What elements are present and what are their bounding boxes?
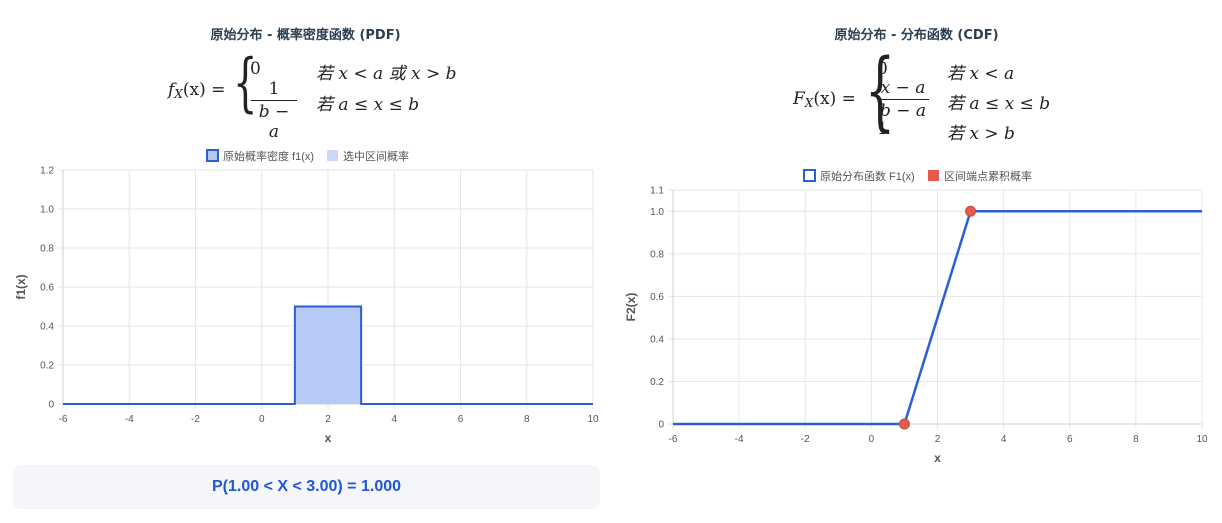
x-tick-label: 0 <box>869 434 875 445</box>
y-tick-label: 0.8 <box>40 244 54 255</box>
cdf-fraction-bar <box>877 99 929 100</box>
x-tick-label: -4 <box>125 414 134 425</box>
x-tick-label: 10 <box>1196 434 1208 445</box>
x-tick-label: -2 <box>801 434 810 445</box>
y-axis-title: F2(x) <box>624 293 638 322</box>
legend-swatch-points <box>928 170 939 181</box>
cdf-formula-lhs: FX(x) = <box>793 89 856 110</box>
cdf-case2-num: x − a <box>880 78 926 98</box>
pdf-fraction-bar <box>251 100 297 101</box>
x-axis-title: x <box>934 451 941 465</box>
x-tick-label: 6 <box>458 414 464 425</box>
cdf-case1-value: 0 <box>877 59 888 79</box>
y-tick-label: 0.4 <box>650 334 664 345</box>
pdf-panel: 原始分布 - 概率密度函数 (PDF) fX(x) = { 0 若 x < a … <box>0 0 611 509</box>
cdf-case3-cond: 若 x > b <box>947 124 1015 144</box>
pdf-formula-lhs: fX(x) = <box>168 80 226 101</box>
y-tick-label: 0.6 <box>40 283 54 294</box>
legend-label-points: 区间端点累积概率 <box>944 169 1032 183</box>
y-tick-label: 0.8 <box>650 249 664 260</box>
pdf-formula-brace: { <box>233 46 258 120</box>
y-tick-label: 0 <box>48 400 54 411</box>
probability-result: P(1.00 < X < 3.00) = 1.000 <box>13 465 600 509</box>
x-tick-label: -2 <box>191 414 200 425</box>
x-tick-label: 4 <box>1001 434 1007 445</box>
y-tick-label: 0.6 <box>650 292 664 303</box>
y-tick-label: 1.2 <box>40 166 54 177</box>
pdf-case2-cond: 若 a ≤ x ≤ b <box>316 95 420 115</box>
x-tick-label: 4 <box>391 414 397 425</box>
pdf-case1-value: 0 <box>250 59 261 79</box>
y-tick-label: 0.2 <box>40 361 54 372</box>
cumulative-point <box>965 205 977 217</box>
cdf-case3-value: 1 <box>877 119 888 139</box>
y-tick-label: 0.2 <box>650 377 664 388</box>
cdf-case2-den: b − a <box>879 101 927 121</box>
legend-label-selected: 选中区间概率 <box>343 149 409 163</box>
x-tick-label: -6 <box>59 414 68 425</box>
cdf-case2-fraction: x − a b − a <box>877 78 929 121</box>
cdf-formula-brace: { <box>865 41 896 141</box>
x-tick-label: 2 <box>325 414 331 425</box>
cdf-line <box>673 210 1202 426</box>
cdf-chart: -6 -4 -2 0 2 4 6 8 10 0 0.2 0.4 0.6 0.8 1.0 1.1 x F2(x) 原始… <box>624 169 1208 465</box>
x-tick-label: 2 <box>935 434 941 445</box>
cdf-case1-cond: 若 x < a <box>947 64 1015 84</box>
legend-swatch-selected <box>327 150 338 161</box>
pdf-case2-den: b − a <box>258 102 290 142</box>
x-tick-label: 8 <box>524 414 530 425</box>
cdf-panel: 原始分布 - 分布函数 (CDF) FX(x) = { 0 若 x < a x … <box>611 0 1222 523</box>
cdf-case2-cond: 若 a ≤ x ≤ b <box>947 94 1051 114</box>
selected-interval-area <box>294 306 362 404</box>
pdf-chart: -6 -4 -2 0 2 4 6 8 10 0 0.2 0.4 0.6 0.8 1.0 1.2 x f1(x) 原始… <box>14 149 599 445</box>
pdf-case2-fraction: 1 b − a <box>251 79 297 142</box>
y-axis-title: f1(x) <box>14 274 28 299</box>
cdf-formula: FX(x) = { 0 若 x < a x − a b − a 若 a ≤ x … <box>611 0 1222 150</box>
x-tick-label: 8 <box>1133 434 1139 445</box>
legend-label-pdf: 原始概率密度 f1(x) <box>223 149 314 163</box>
y-tick-label: 0 <box>658 420 664 431</box>
pdf-formula: fX(x) = { 0 若 x < a 或 x > b 1 b − a 若 a … <box>0 0 611 142</box>
y-tick-label: 1.0 <box>40 205 54 216</box>
x-axis-title: x <box>325 431 332 445</box>
pdf-case2-num: 1 <box>268 79 280 99</box>
x-tick-label: -4 <box>735 434 744 445</box>
cumulative-point <box>898 418 910 430</box>
legend-swatch-pdf <box>206 149 219 162</box>
legend-swatch-cdf <box>803 169 816 182</box>
x-tick-label: 10 <box>587 414 599 425</box>
x-tick-label: 0 <box>259 414 265 425</box>
pdf-title: 原始分布 - 概率密度函数 (PDF) <box>210 28 401 43</box>
x-tick-label: 6 <box>1067 434 1073 445</box>
y-tick-label: 1.0 <box>650 207 664 218</box>
x-tick-label: -6 <box>669 434 678 445</box>
y-tick-label: 1.1 <box>650 186 664 197</box>
pdf-line <box>63 305 593 405</box>
y-tick-label: 0.4 <box>40 322 54 333</box>
legend-label-cdf: 原始分布函数 F1(x) <box>820 169 915 183</box>
cdf-title: 原始分布 - 分布函数 (CDF) <box>834 28 999 43</box>
pdf-case1-cond: 若 x < a 或 x > b <box>316 64 457 84</box>
